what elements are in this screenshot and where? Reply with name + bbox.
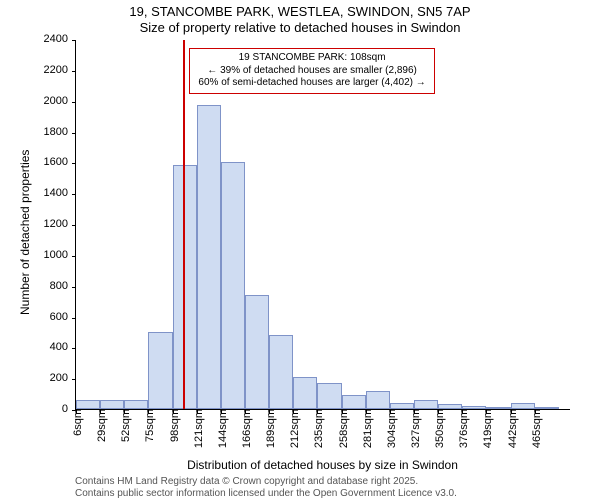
x-tick-label: 235sqm xyxy=(317,364,329,409)
annotation-line1: 19 STANCOMBE PARK: 108sqm xyxy=(194,52,430,65)
y-tick-label: 2400 xyxy=(44,33,76,45)
y-tick-mark xyxy=(72,348,76,349)
x-tick-label: 52sqm xyxy=(124,370,136,409)
x-tick-label: 327sqm xyxy=(414,364,426,409)
y-tick-label: 1200 xyxy=(44,218,76,230)
y-tick-mark xyxy=(72,71,76,72)
x-tick-label: 189sqm xyxy=(269,364,281,409)
x-tick-label: 465sqm xyxy=(535,364,547,409)
x-tick-label: 442sqm xyxy=(511,364,523,409)
y-tick-mark xyxy=(72,287,76,288)
y-tick-label: 1800 xyxy=(44,126,76,138)
x-tick-label: 144sqm xyxy=(221,364,233,409)
y-axis-label: Number of detached properties xyxy=(18,150,32,315)
x-tick-label: 376sqm xyxy=(462,364,474,409)
property-size-chart: 19, STANCOMBE PARK, WESTLEA, SWINDON, SN… xyxy=(0,0,600,500)
y-tick-mark xyxy=(72,225,76,226)
x-tick-label: 121sqm xyxy=(197,364,209,409)
y-tick-mark xyxy=(72,163,76,164)
x-tick-label: 6sqm xyxy=(76,376,88,409)
x-tick-label: 281sqm xyxy=(366,364,378,409)
x-tick-label: 350sqm xyxy=(438,364,450,409)
y-tick-mark xyxy=(72,256,76,257)
x-tick-label: 29sqm xyxy=(100,370,112,409)
chart-title-address: 19, STANCOMBE PARK, WESTLEA, SWINDON, SN… xyxy=(0,4,600,19)
x-tick-label: 212sqm xyxy=(293,364,305,409)
y-tick-mark xyxy=(72,40,76,41)
y-tick-mark xyxy=(72,318,76,319)
chart-title-subtitle: Size of property relative to detached ho… xyxy=(0,20,600,35)
x-tick-label: 304sqm xyxy=(390,364,402,409)
y-tick-label: 600 xyxy=(50,311,76,323)
footer-licence: Contains public sector information licen… xyxy=(75,488,457,499)
annotation-line3: 60% of semi-detached houses are larger (… xyxy=(194,77,430,90)
x-tick-label: 166sqm xyxy=(245,364,257,409)
x-tick-label: 75sqm xyxy=(148,370,160,409)
annotation-box: 19 STANCOMBE PARK: 108sqm ← 39% of detac… xyxy=(189,48,435,94)
y-tick-mark xyxy=(72,102,76,103)
y-tick-mark xyxy=(72,194,76,195)
x-axis-label: Distribution of detached houses by size … xyxy=(75,458,570,472)
x-tick-label: 258sqm xyxy=(342,364,354,409)
plot-area: 19 STANCOMBE PARK: 108sqm ← 39% of detac… xyxy=(75,40,570,410)
footer-copyright: Contains HM Land Registry data © Crown c… xyxy=(75,476,418,487)
annotation-line2: ← 39% of detached houses are smaller (2,… xyxy=(194,65,430,78)
y-tick-mark xyxy=(72,133,76,134)
x-tick-label: 419sqm xyxy=(486,364,498,409)
property-marker-line xyxy=(183,40,185,409)
